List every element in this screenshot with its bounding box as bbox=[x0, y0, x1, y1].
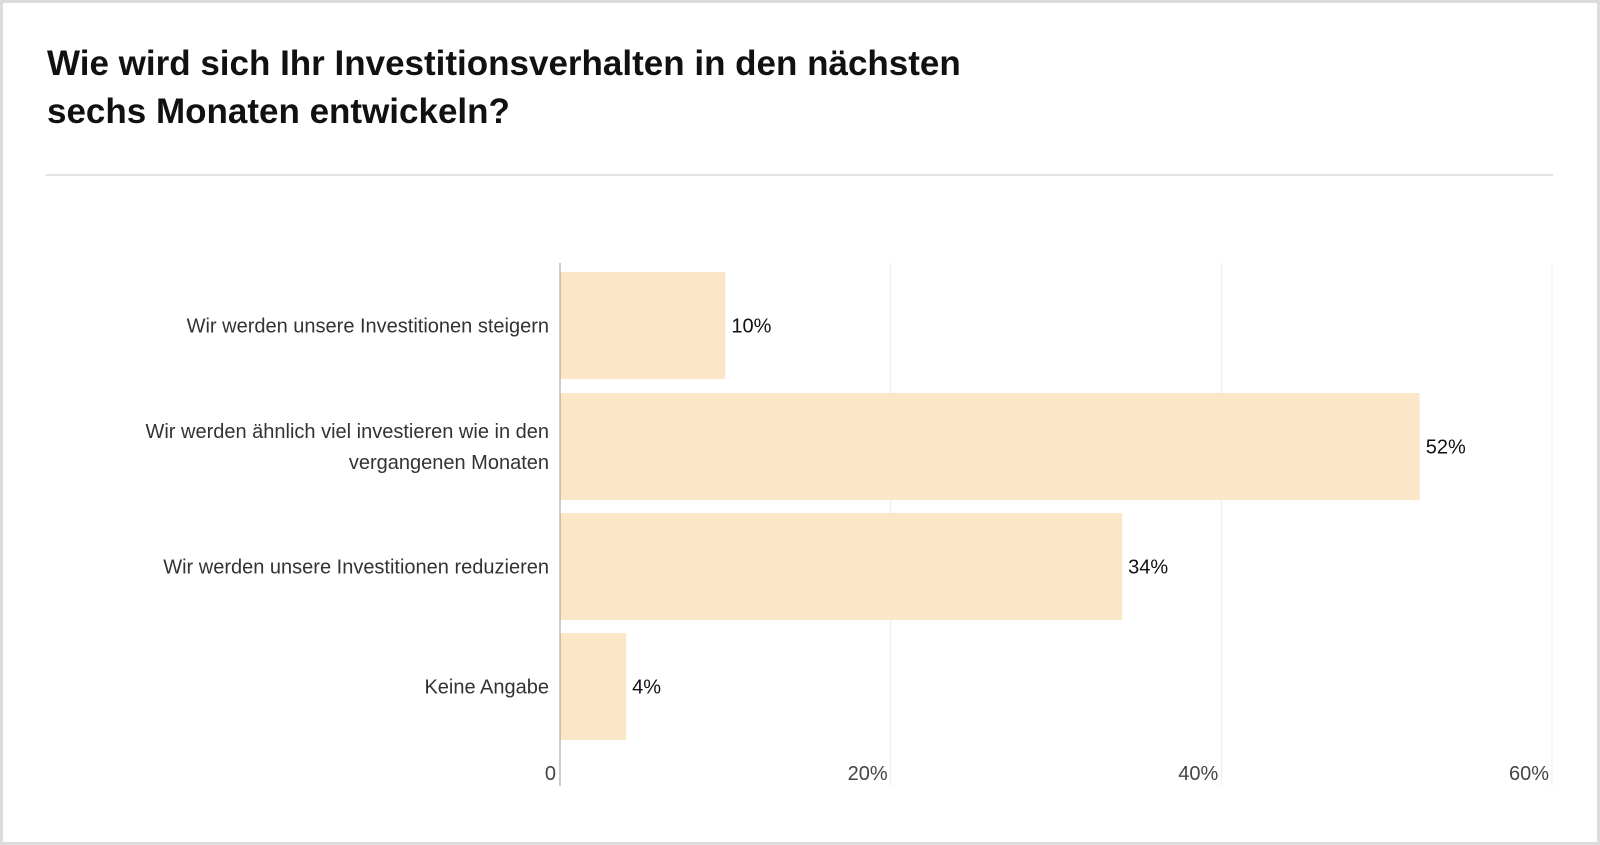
bar-value-label: 34% bbox=[1128, 557, 1168, 579]
category-label: Wir werden unsere Investitionen reduzier… bbox=[163, 557, 549, 579]
chart-title-line-2: sechs Monaten entwickeln? bbox=[47, 92, 510, 131]
bar-value-label: 4% bbox=[632, 677, 661, 699]
chart-title: Wie wird sich Ihr Investitionsverhalten … bbox=[47, 40, 1147, 136]
bar bbox=[560, 633, 627, 740]
title-divider bbox=[46, 174, 1553, 176]
x-tick-label: 20% bbox=[848, 763, 888, 785]
chart-title-line-1: Wie wird sich Ihr Investitionsverhalten … bbox=[47, 44, 961, 83]
bar-value-label: 10% bbox=[731, 316, 771, 338]
category-label: vergangenen Monaten bbox=[349, 452, 549, 474]
x-tick-label: 40% bbox=[1178, 763, 1218, 785]
bar bbox=[560, 513, 1123, 620]
bar bbox=[560, 393, 1420, 500]
x-tick-label: 0 bbox=[545, 763, 556, 785]
x-tick-label: 60% bbox=[1509, 763, 1549, 785]
category-label: Keine Angabe bbox=[424, 677, 549, 699]
bar bbox=[560, 272, 726, 379]
category-label: Wir werden ähnlich viel investieren wie … bbox=[145, 421, 549, 443]
bar-value-label: 52% bbox=[1426, 437, 1466, 459]
category-label: Wir werden unsere Investitionen steigern bbox=[187, 316, 549, 338]
